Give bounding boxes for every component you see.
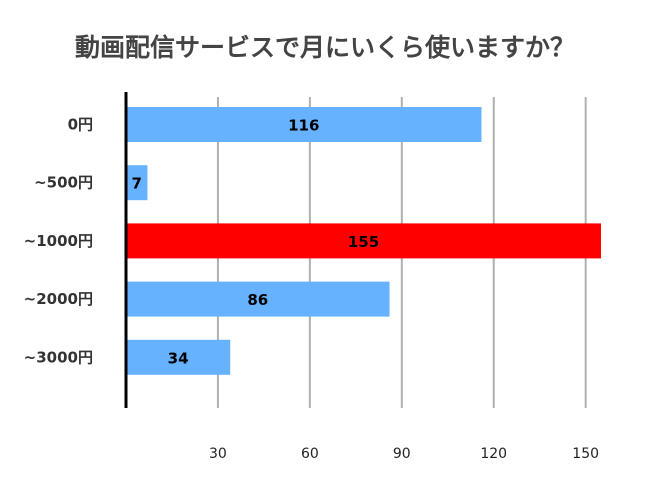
data-label: 86: [247, 291, 268, 309]
chart-title: 動画配信サービスで月にいくら使いますか？: [75, 33, 575, 62]
bar: [126, 165, 148, 201]
data-label: 7: [132, 175, 142, 193]
category-label: ~2000円: [24, 290, 93, 308]
data-label: 116: [288, 117, 319, 135]
category-label: ~1000円: [24, 232, 93, 250]
x-tick-label: 60: [301, 446, 319, 462]
data-label: 155: [348, 233, 379, 251]
bar: [126, 281, 390, 317]
x-tick-label: 120: [480, 446, 507, 462]
x-tick-label: 90: [393, 446, 411, 462]
labels: 30 60 90 120 150 0円 116 ~500円 7 ~1000円 155 ~2000円 86…: [24, 116, 599, 463]
x-tick-label: 150: [572, 446, 599, 462]
category-label: ~3000円: [24, 348, 93, 366]
x-tick-label: 30: [209, 446, 227, 462]
bars: [126, 107, 601, 375]
category-label: 0円: [68, 116, 93, 134]
bar: [126, 223, 601, 259]
bar: [126, 107, 482, 142]
category-label: ~500円: [34, 174, 93, 192]
data-label: 34: [168, 349, 189, 367]
bar: [126, 339, 231, 375]
